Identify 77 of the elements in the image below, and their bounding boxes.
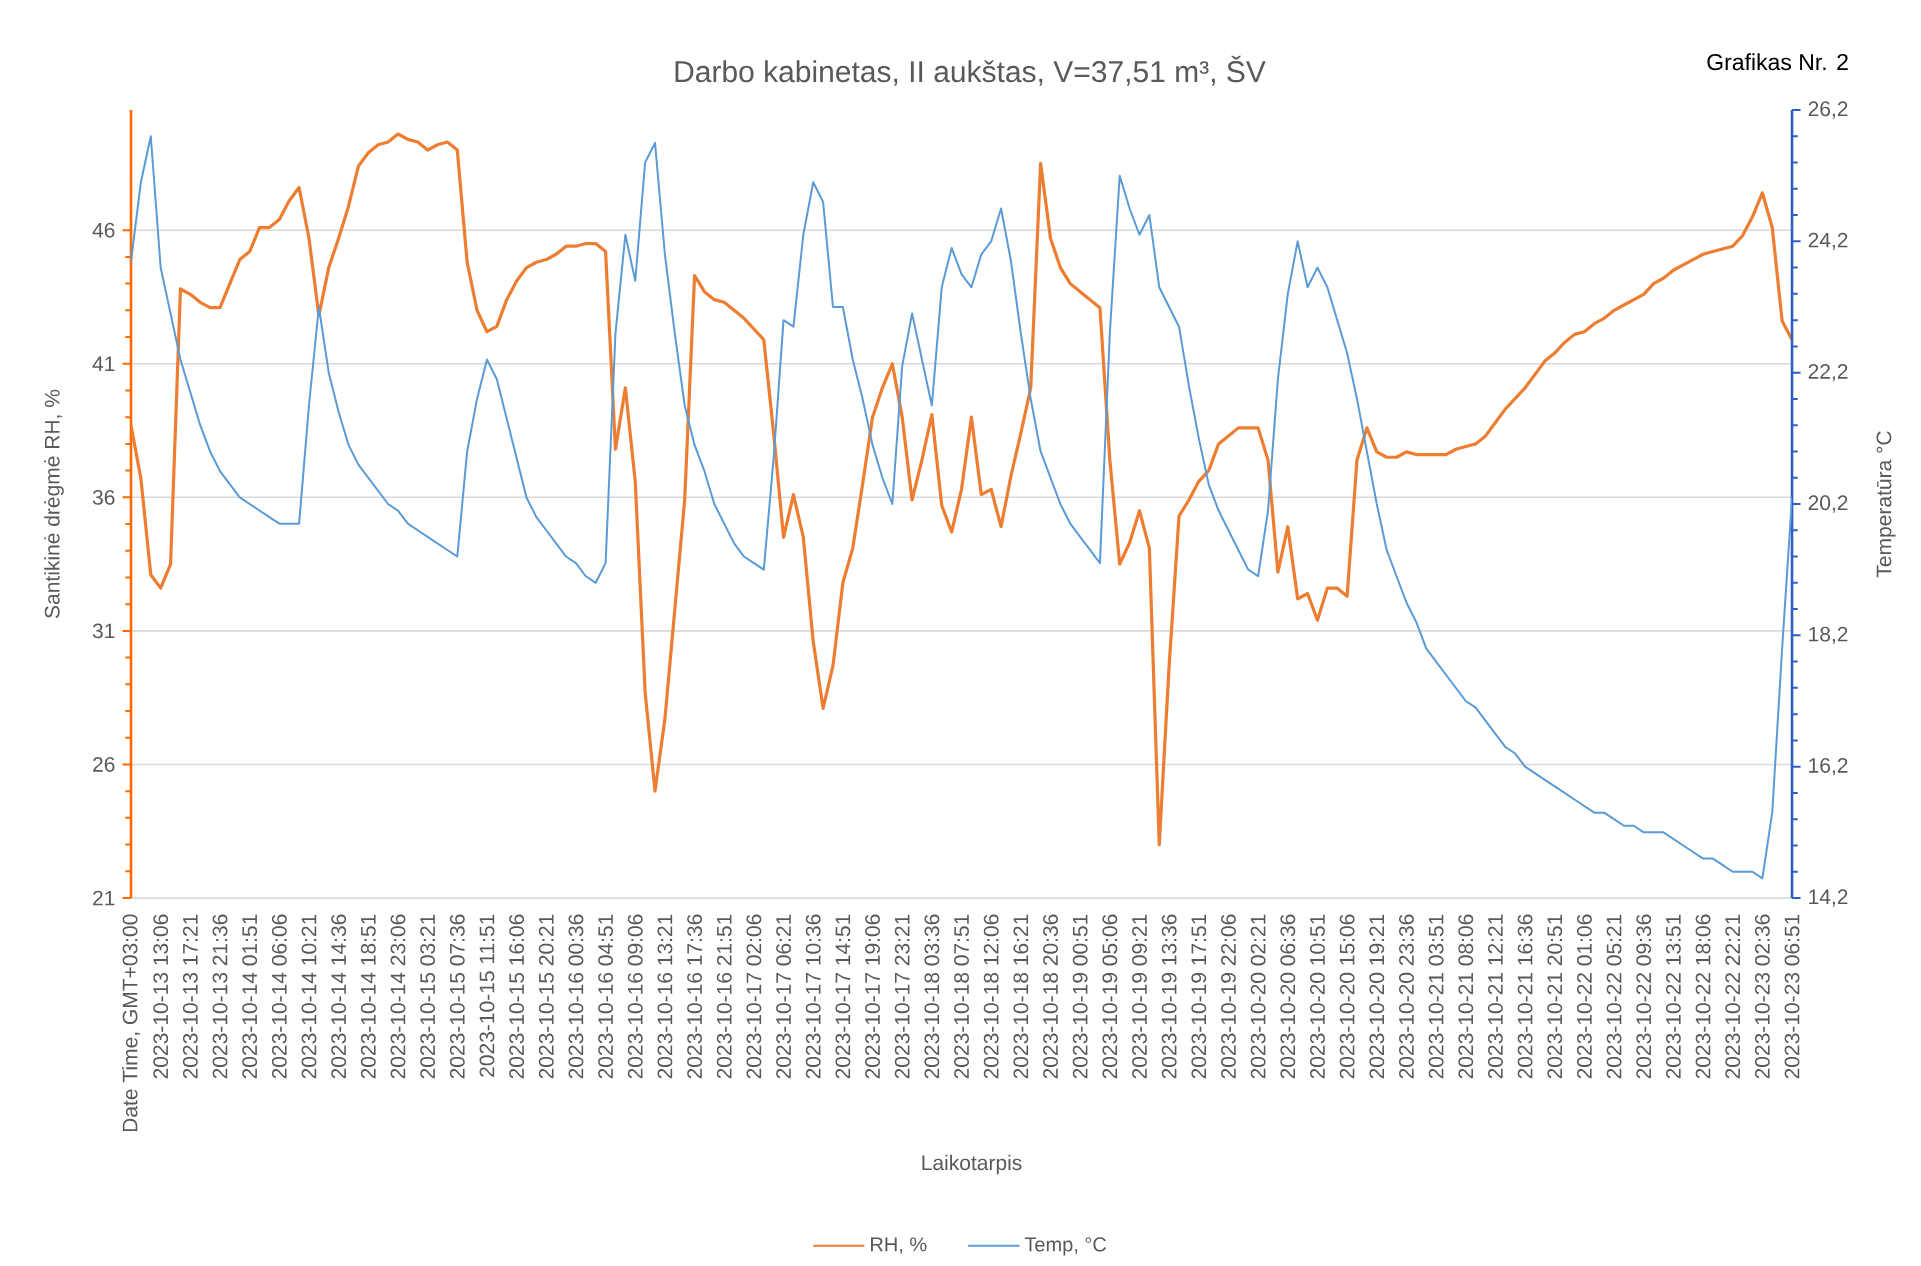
x-tick-label: 2023-10-13 21:36 <box>212 914 228 1079</box>
legend-label: RH, % <box>871 1237 927 1254</box>
y-tick-label: 36 <box>92 489 115 505</box>
x-tick-label: 2023-10-13 13:06 <box>153 914 169 1079</box>
x-tick-label: 2023-10-14 01:51 <box>242 914 258 1079</box>
x-tick-label: 2023-10-14 06:06 <box>271 914 287 1079</box>
x-tick-label: 2023-10-16 21:51 <box>716 914 732 1079</box>
x-tick-label: 2023-10-18 20:36 <box>1043 914 1058 1079</box>
x-tick-label: 2023-10-19 00:51 <box>1072 914 1088 1079</box>
x-tick-label: 2023-10-16 09:06 <box>627 914 643 1079</box>
x-tick-label: 2023-10-20 19:21 <box>1369 914 1385 1079</box>
x-axis-title: Laikotarpis <box>922 1154 1022 1175</box>
y-tick-label: 26 <box>93 757 115 772</box>
x-tick-label: 2023-10-20 23:36 <box>1399 914 1414 1079</box>
x-tick-label: 2023-10-16 13:21 <box>657 914 673 1079</box>
y-tick-label: 41 <box>92 356 115 371</box>
x-tick-label: 2023-10-21 16:36 <box>1517 914 1533 1079</box>
x-tick-label: 2023-10-19 13:36 <box>1161 914 1177 1079</box>
x-tick-label: 2023-10-17 06:21 <box>776 914 791 1079</box>
y2-tick-label: 16,2 <box>1809 758 1848 776</box>
x-tick-label: 2023-10-19 09:21 <box>1132 914 1147 1079</box>
x-tick-label: 2023-10-21 20:51 <box>1547 914 1563 1079</box>
text: Grafikas Nr. 2 <box>1707 53 1848 71</box>
x-tick-label: 2023-10-21 12:21 <box>1487 914 1503 1079</box>
x-tick-label: 2023-10-13 17:21 <box>182 914 198 1079</box>
x-tick-label: 2023-10-17 19:06 <box>865 914 880 1079</box>
x-tick-label: 2023-10-15 11:51 <box>479 914 495 1077</box>
x-tick-label: 2023-10-17 14:51 <box>835 914 851 1079</box>
y2-tick-label: 18,2 <box>1809 626 1848 645</box>
x-tick-label: 2023-10-17 10:36 <box>805 914 821 1079</box>
x-tick-label: 2023-10-19 05:06 <box>1102 914 1118 1079</box>
x-tick-label: 2023-10-15 03:21 <box>420 914 436 1079</box>
y2-tick-label: 24,2 <box>1808 232 1848 251</box>
x-tick-label: 2023-10-14 18:51 <box>360 914 376 1079</box>
legend-label: Temp, °C <box>1024 1237 1107 1256</box>
x-tick-label: 2023-10-16 00:36 <box>568 914 584 1079</box>
x-tick-label: 2023-10-22 18:06 <box>1695 914 1711 1079</box>
x-tick-label: 2023-10-21 08:06 <box>1458 914 1474 1079</box>
x-tick-label: 2023-10-14 23:06 <box>390 914 406 1079</box>
x-tick-label: 2023-10-22 13:51 <box>1665 914 1681 1079</box>
chart-title: Darbo kabinetas, II aukštas, V=37,51 m³, ŠV <box>675 55 1266 86</box>
x-tick-label: 2023-10-14 10:21 <box>301 914 317 1079</box>
x-tick-label: 2023-10-15 20:21 <box>538 914 554 1079</box>
y2-tick-label: 20,2 <box>1808 495 1848 513</box>
x-tick-label: 2023-10-22 09:36 <box>1636 914 1652 1079</box>
x-tick-label: 2023-10-22 01:06 <box>1576 914 1592 1079</box>
x-tick-label: 2023-10-20 10:51 <box>1310 914 1325 1079</box>
y2-tick-label: 22,2 <box>1808 364 1848 382</box>
x-tick-label: 2023-10-23 06:51 <box>1784 914 1800 1079</box>
x-tick-label: 2023-10-22 05:21 <box>1606 914 1622 1079</box>
x-tick-label: 2023-10-14 14:36 <box>331 914 347 1079</box>
x-tick-label: Date Time, GMT+03:00 <box>122 914 140 1132</box>
y-tick-label: 46 <box>92 222 115 238</box>
x-tick-label: 2023-10-20 02:21 <box>1250 914 1266 1079</box>
x-tick-label: 2023-10-18 16:21 <box>1013 914 1029 1079</box>
y2-axis-title: Temperatūra °C <box>1876 431 1896 578</box>
x-tick-label: 2023-10-16 04:51 <box>598 914 614 1079</box>
y-tick-label: 31 <box>92 623 115 639</box>
x-tick-label: 2023-10-17 02:06 <box>746 914 762 1079</box>
y2-tick-label: 14,2 <box>1809 889 1848 907</box>
x-tick-label: 2023-10-16 17:36 <box>687 914 703 1079</box>
x-tick-label: 2023-10-19 22:06 <box>1221 914 1236 1079</box>
x-tick-label: 2023-10-18 03:36 <box>924 914 940 1079</box>
x-tick-label: 2023-10-20 06:36 <box>1280 914 1296 1079</box>
x-tick-label: 2023-10-23 02:36 <box>1754 914 1770 1079</box>
y-axis-title: Santikinė drėgmė RH, % <box>44 389 64 619</box>
x-tick-label: 2023-10-18 07:51 <box>954 914 969 1079</box>
x-tick-label: 2023-10-21 03:51 <box>1428 914 1444 1079</box>
x-tick-label: 2023-10-22 22:21 <box>1725 914 1741 1079</box>
y-tick-label: 21 <box>93 890 115 906</box>
x-tick-label: 2023-10-19 17:51 <box>1191 914 1207 1079</box>
y2-tick-label: 26,2 <box>1808 101 1848 119</box>
x-tick-label: 2023-10-15 16:06 <box>509 914 525 1079</box>
x-tick-label: 2023-10-20 15:06 <box>1339 914 1355 1079</box>
x-tick-label: 2023-10-18 12:06 <box>983 914 999 1079</box>
x-tick-label: 2023-10-17 23:21 <box>894 914 910 1079</box>
x-tick-label: 2023-10-15 07:36 <box>449 914 465 1079</box>
